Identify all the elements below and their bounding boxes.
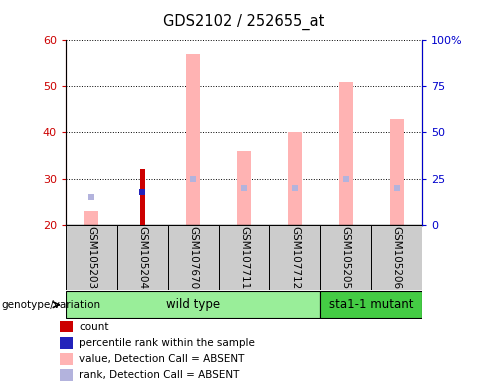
Text: GSM107670: GSM107670	[188, 226, 198, 289]
Bar	[339, 82, 353, 225]
Bar	[186, 54, 200, 225]
Bar	[66, 225, 117, 290]
Bar	[269, 225, 320, 290]
Text: sta1-1 mutant: sta1-1 mutant	[329, 298, 413, 311]
Bar	[140, 169, 145, 225]
Bar	[321, 291, 422, 318]
Text: GSM105206: GSM105206	[392, 226, 402, 289]
Text: genotype/variation: genotype/variation	[1, 300, 100, 310]
Bar	[389, 119, 404, 225]
Text: rank, Detection Call = ABSENT: rank, Detection Call = ABSENT	[79, 370, 240, 380]
Bar	[168, 225, 219, 290]
Bar	[66, 291, 320, 318]
Text: count: count	[79, 321, 108, 332]
Bar	[371, 225, 422, 290]
Text: GSM105205: GSM105205	[341, 226, 351, 289]
Text: GSM105203: GSM105203	[86, 226, 96, 289]
Bar	[61, 337, 73, 349]
Bar	[288, 132, 302, 225]
Bar	[321, 225, 371, 290]
Bar	[219, 225, 269, 290]
Bar	[117, 225, 167, 290]
Text: GSM107712: GSM107712	[290, 226, 300, 289]
Text: percentile rank within the sample: percentile rank within the sample	[79, 338, 255, 348]
Bar	[237, 151, 251, 225]
Text: value, Detection Call = ABSENT: value, Detection Call = ABSENT	[79, 354, 244, 364]
Bar	[61, 369, 73, 381]
Bar	[61, 353, 73, 365]
Bar	[84, 211, 99, 225]
Bar	[61, 321, 73, 333]
Text: GSM107711: GSM107711	[239, 226, 249, 289]
Text: GSM105204: GSM105204	[137, 226, 147, 289]
Text: GDS2102 / 252655_at: GDS2102 / 252655_at	[163, 13, 325, 30]
Text: wild type: wild type	[166, 298, 220, 311]
